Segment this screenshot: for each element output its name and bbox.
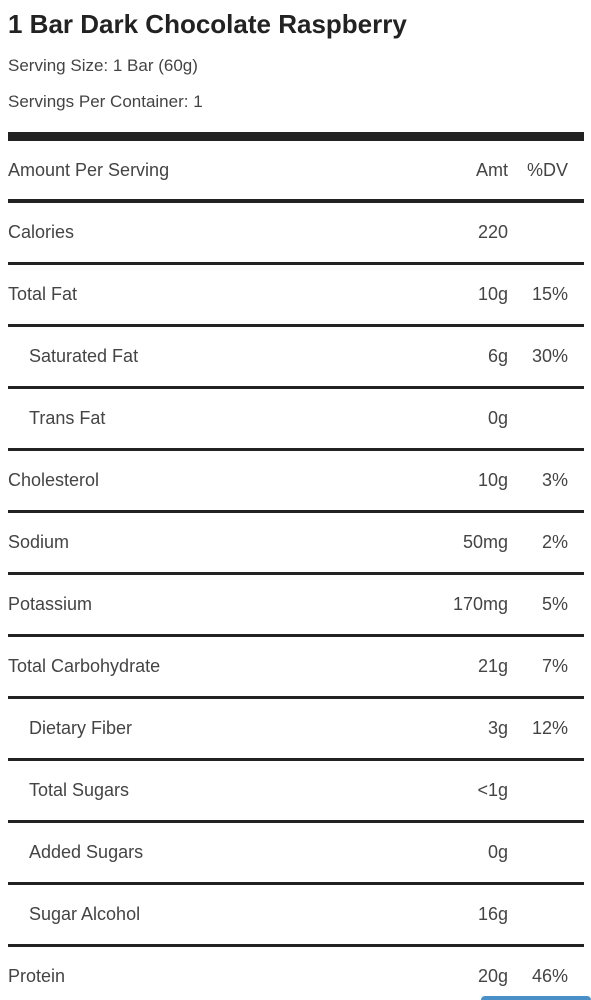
nutrient-label: Added Sugars [29,842,144,862]
nutrient-label: Dietary Fiber [29,718,133,738]
nutrient-label: Trans Fat [29,408,106,428]
nutrient-label: Calories [8,222,75,242]
nutrient-row-total-carbohydrate: Total Carbohydrate 21g 7% [8,637,584,699]
nutrient-row-trans-fat: Trans Fat 0g [8,389,584,451]
nutrient-row-sodium: Sodium 50mg 2% [8,513,584,575]
nutrient-row-cholesterol: Cholesterol 10g 3% [8,451,584,513]
nutrient-row-added-sugars: Added Sugars 0g [8,823,584,885]
nutrient-dv: 3% [541,470,568,490]
table-header: Amount Per Serving Amt %DV [8,141,584,203]
nutrient-label: Total Fat [8,284,78,304]
nutrient-amount: 10g [477,470,508,490]
nutrient-dv: 2% [541,532,568,552]
product-title: 1 Bar Dark Chocolate Raspberry [8,9,407,39]
header-dv: %DV [526,159,568,180]
nutrient-amount: 3g [487,718,508,738]
nutrient-dv: 15% [531,284,568,304]
nutrient-dv: 30% [531,346,568,366]
nutrient-row-total-fat: Total Fat 10g 15% [8,265,584,327]
header-label: Amount Per Serving [8,159,170,180]
nutrient-row-saturated-fat: Saturated Fat 6g 30% [8,327,584,389]
scroll-tab-indicator[interactable] [481,996,591,1000]
nutrient-row-total-sugars: Total Sugars <1g [8,761,584,823]
serving-size: Serving Size: 1 Bar (60g) [8,56,198,75]
nutrient-amount: 50mg [462,532,508,552]
nutrient-amount: 16g [477,904,508,924]
nutrition-facts-panel: 1 Bar Dark Chocolate Raspberry Serving S… [8,0,584,1000]
nutrient-label: Cholesterol [8,470,100,490]
nutrient-label: Protein [8,966,66,986]
nutrient-row-calories: Calories 220 [8,203,584,265]
nutrient-label: Saturated Fat [29,346,139,366]
thick-divider [8,132,584,141]
nutrient-label: Sodium [8,532,70,552]
nutrient-amount: 10g [477,284,508,304]
nutrient-dv: 12% [531,718,568,738]
nutrient-amount: 170mg [452,594,508,614]
header-amt: Amt [475,159,508,180]
nutrient-dv: 7% [541,656,568,676]
nutrient-label: Total Sugars [29,780,130,800]
nutrient-amount: 6g [487,346,508,366]
nutrient-label: Potassium [8,594,93,614]
nutrient-amount: 0g [487,842,508,862]
nutrient-label: Sugar Alcohol [29,904,141,924]
nutrient-row-potassium: Potassium 170mg 5% [8,575,584,637]
nutrient-amount: 0g [487,408,508,428]
nutrient-amount: <1g [477,780,508,800]
nutrient-row-protein: Protein 20g 46% [8,947,584,1000]
nutrient-label: Total Carbohydrate [8,656,161,676]
nutrient-row-sugar-alcohol: Sugar Alcohol 16g [8,885,584,947]
nutrient-amount: 220 [477,222,508,242]
nutrient-dv: 46% [531,966,568,986]
nutrient-amount: 20g [477,966,508,986]
nutrient-amount: 21g [477,656,508,676]
nutrient-row-dietary-fiber: Dietary Fiber 3g 12% [8,699,584,761]
servings-per-container: Servings Per Container: 1 [8,92,203,111]
nutrient-dv: 5% [541,594,568,614]
